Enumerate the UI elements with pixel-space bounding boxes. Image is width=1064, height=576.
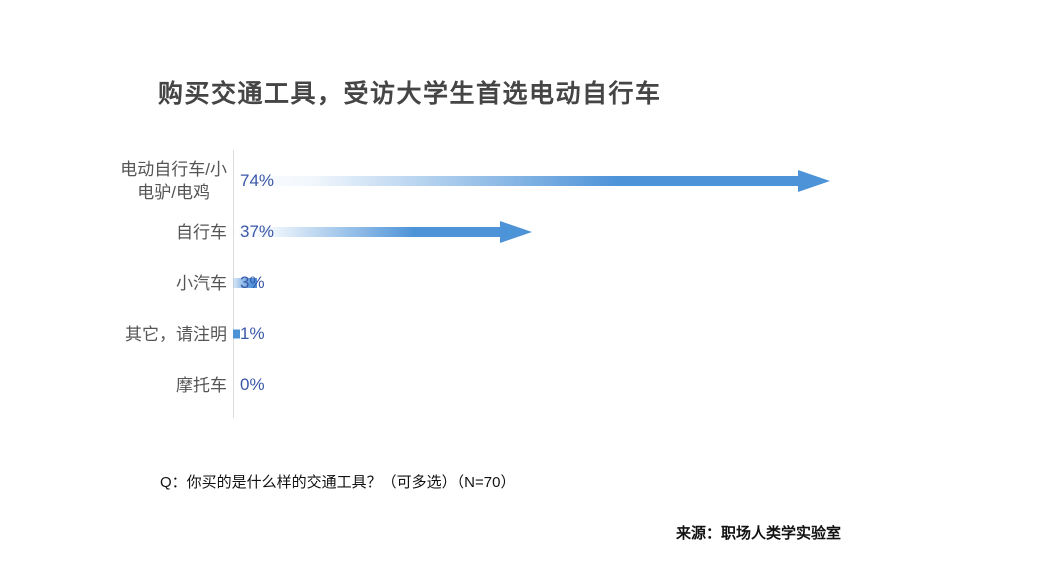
value-bar (233, 329, 240, 338)
bar-track: 1% (233, 308, 1000, 359)
question-footnote: Q：你买的是什么样的交通工具？（可多选）（N=70） (160, 474, 516, 491)
bar-track: 74% (233, 155, 1000, 206)
source-credit: 来源：职场人类学实验室 (676, 525, 842, 542)
bar-track: 37% (233, 206, 1000, 257)
category-label: 其它，请注明 (125, 324, 227, 344)
value-label: 3% (240, 272, 265, 292)
arrowhead (798, 169, 830, 192)
value-bar (233, 169, 830, 192)
chart-title: 购买交通工具，受访大学生首选电动自行车 (158, 80, 662, 108)
chart-rows: 电动自行车/小 电驴/电鸡 74% 自行车 37% 小汽车 3% 其它，请注明 1% 摩托车 0% (0, 155, 1000, 410)
chart-row: 其它，请注明 1% (0, 308, 1000, 359)
value-label: 37% (240, 221, 275, 241)
chart-row: 自行车 37% (0, 206, 1000, 257)
bar-track: 3% (233, 257, 1000, 308)
value-label: 0% (240, 374, 265, 394)
arrowhead (500, 220, 532, 243)
category-label: 摩托车 (176, 375, 227, 395)
category-label: 小汽车 (176, 273, 227, 293)
chart-row: 小汽车 3% (0, 257, 1000, 308)
chart-row: 电动自行车/小 电驴/电鸡 74% (0, 155, 1000, 206)
value-bar (233, 277, 257, 288)
value-bar (233, 220, 532, 243)
chart-row: 摩托车 0% (0, 359, 1000, 410)
value-label: 74% (240, 170, 275, 190)
value-label: 1% (240, 323, 265, 343)
bar-track: 0% (233, 359, 1000, 410)
category-label: 电动自行车/小 电驴/电鸡 (120, 159, 227, 202)
category-label: 自行车 (176, 222, 227, 242)
